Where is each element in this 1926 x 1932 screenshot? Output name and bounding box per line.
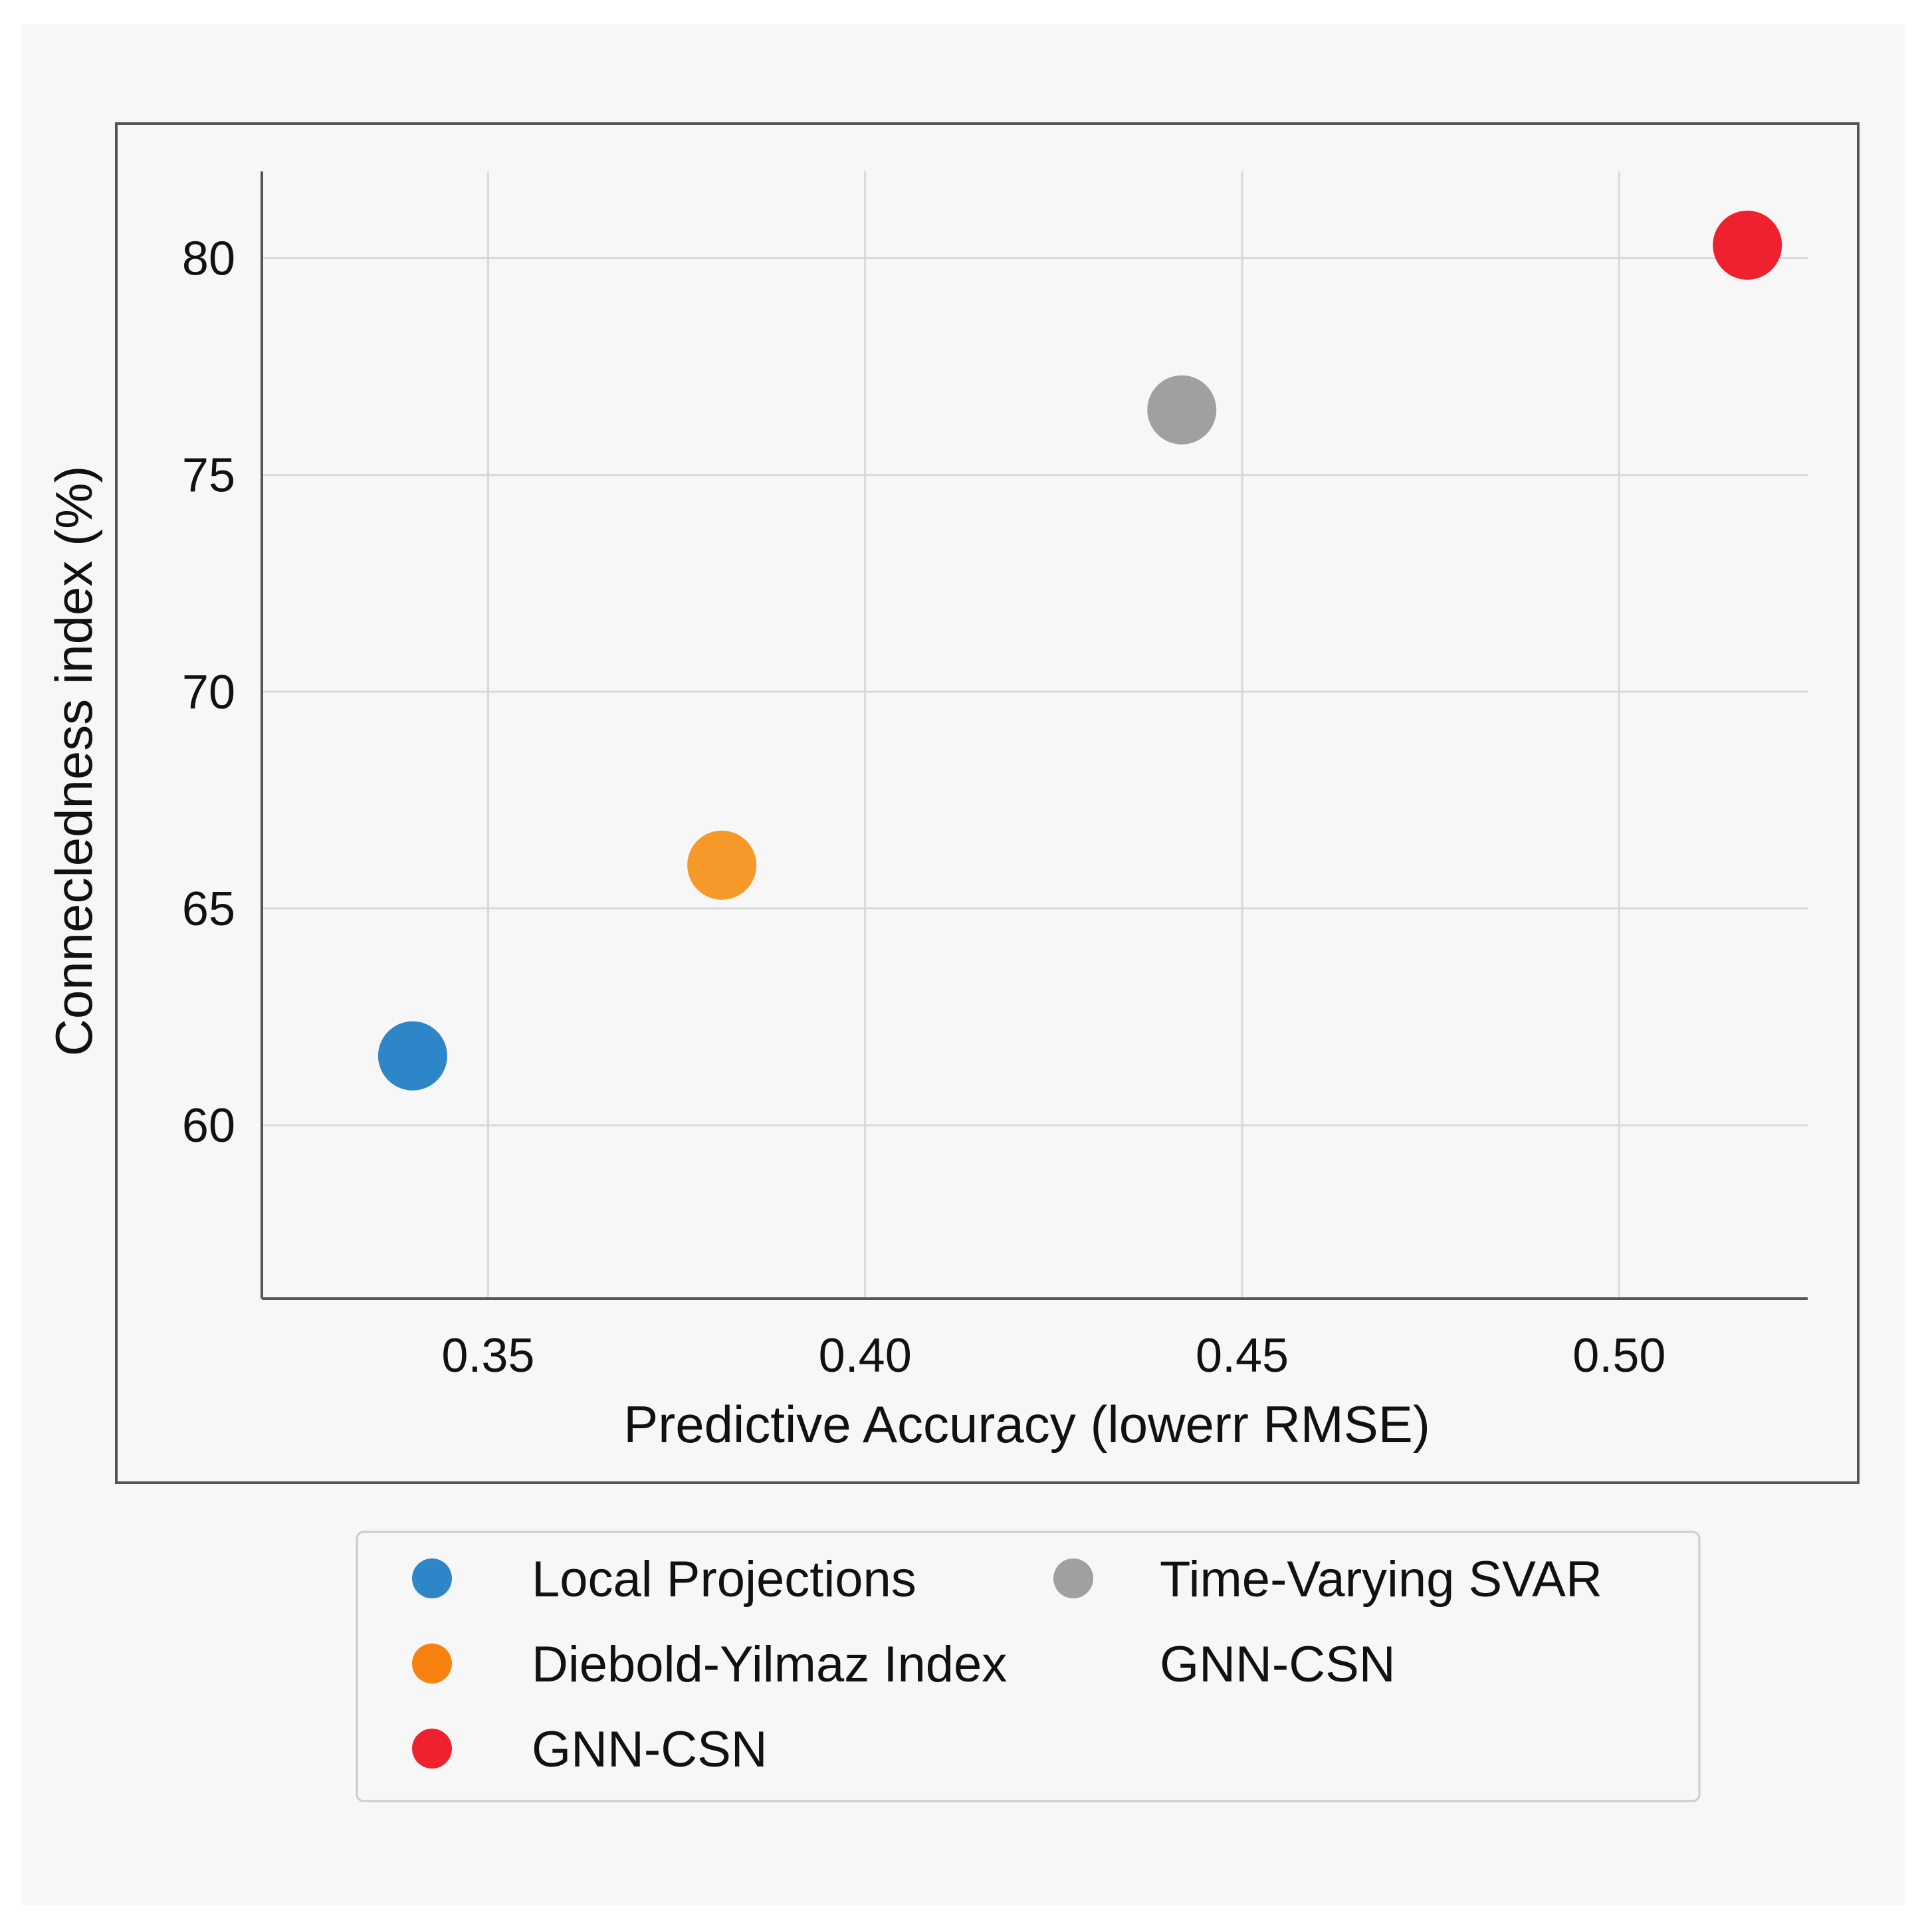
x-tick-label: 0.50 [1572,1329,1665,1382]
x-tick-label: 0.35 [441,1329,534,1382]
y-tick-label: 65 [182,883,235,936]
y-axis-label: Connecledness index (%) [45,466,103,1057]
grid-lines [262,171,1808,1299]
legend-label: Local Projections [532,1551,916,1608]
data-point [377,1021,447,1091]
legend-entries: Local Projections Diebold-Yilmaz Index GNN… [412,1551,1602,1778]
x-tick-label: 0.40 [819,1329,912,1382]
y-tick-label: 60 [182,1099,235,1152]
legend-marker [1053,1558,1093,1598]
legend-marker [412,1729,452,1769]
legend-marker [412,1558,452,1598]
data-point [1713,210,1782,280]
legend-label: GNN-CSN [1160,1636,1396,1693]
data-points [377,210,1782,1091]
legend-marker [412,1644,452,1683]
x-axis-label: Predictive Accuracy (lowerr RMSE) [623,1395,1430,1453]
axes [261,171,1808,1300]
tick-labels: 0.35 0.40 0.45 0.50 60 65 70 75 80 [182,232,1666,1382]
data-point [1147,375,1217,445]
y-tick-label: 70 [182,666,235,719]
legend-box [356,1531,1701,1802]
legend-label: GNN-CSN [532,1721,768,1778]
legend[interactable]: Local Projections Diebold-Yilmaz Index GNN… [356,1531,1701,1802]
data-point [687,830,757,900]
legend-label: Diebold-Yilmaz Index [532,1636,1007,1693]
figure-frame [115,122,1860,1484]
x-tick-label: 0.45 [1196,1329,1289,1382]
y-tick-label: 80 [182,232,235,285]
y-tick-label: 75 [182,449,235,502]
legend-label: Time-Varying SVAR [1160,1551,1602,1608]
